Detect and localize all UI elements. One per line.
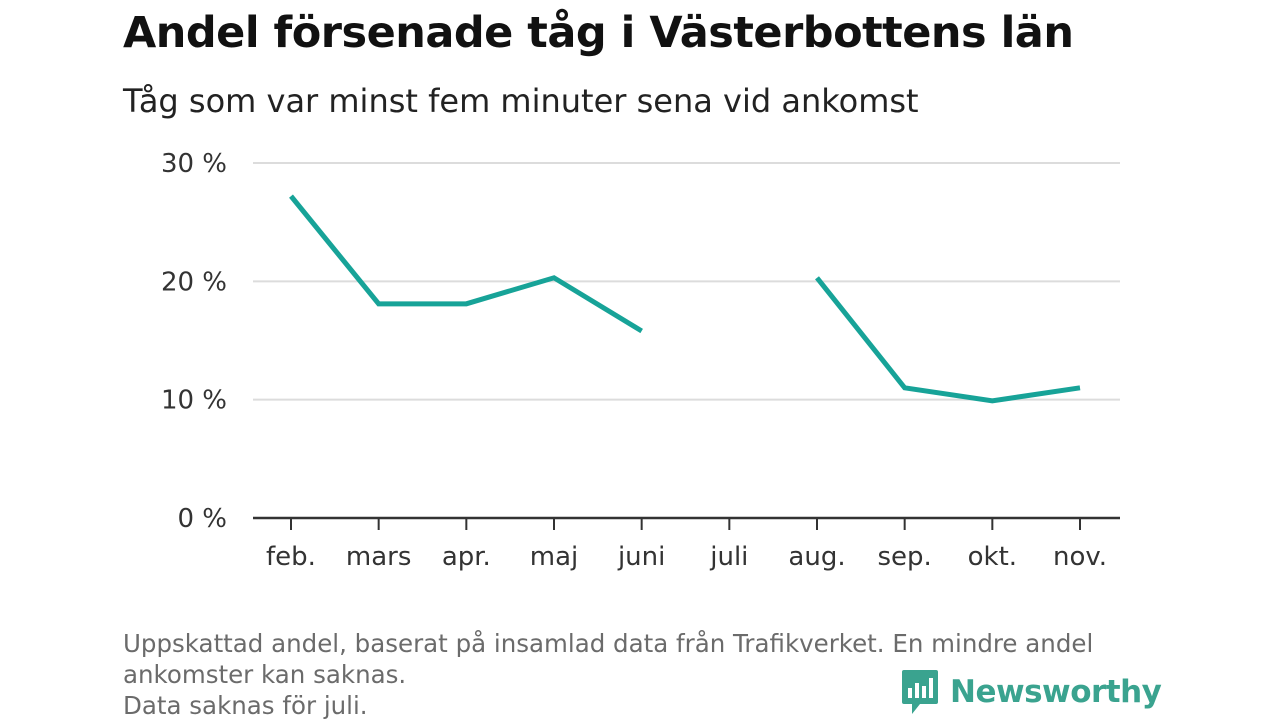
x-tick-label: nov. <box>1053 542 1107 572</box>
footnote-line: ankomster kan saknas. <box>123 660 407 689</box>
x-tick-label: sep. <box>878 542 932 572</box>
x-tick-label: juli <box>709 542 748 572</box>
footnote-line: Uppskattad andel, baserat på insamlad da… <box>123 629 1094 658</box>
y-tick-label: 30 % <box>161 149 227 179</box>
footnote: Uppskattad andel, baserat på insamlad da… <box>123 628 1093 721</box>
x-tick-label: okt. <box>968 542 1017 572</box>
y-tick-label: 0 % <box>177 504 227 534</box>
x-tick-label: apr. <box>442 542 491 572</box>
footnote-line: Data saknas för juli. <box>123 691 368 720</box>
newsworthy-logo-icon <box>902 670 938 714</box>
x-tick-label: mars <box>346 542 412 572</box>
brand-name: Newsworthy <box>950 674 1162 710</box>
chart-title: Andel försenade tåg i Västerbottens län <box>123 8 1074 58</box>
x-tick-label: feb. <box>266 542 316 572</box>
y-tick-label: 20 % <box>161 267 227 297</box>
x-tick-label: maj <box>530 542 578 572</box>
newsworthy-logo: Newsworthy <box>900 668 1162 716</box>
chart-subtitle: Tåg som var minst fem minuter sena vid a… <box>123 82 919 120</box>
x-tick-label: aug. <box>788 542 845 572</box>
series-line <box>289 194 643 334</box>
x-tick-label: juni <box>617 542 665 572</box>
series-line <box>815 276 1081 404</box>
y-tick-label: 10 % <box>161 386 227 416</box>
